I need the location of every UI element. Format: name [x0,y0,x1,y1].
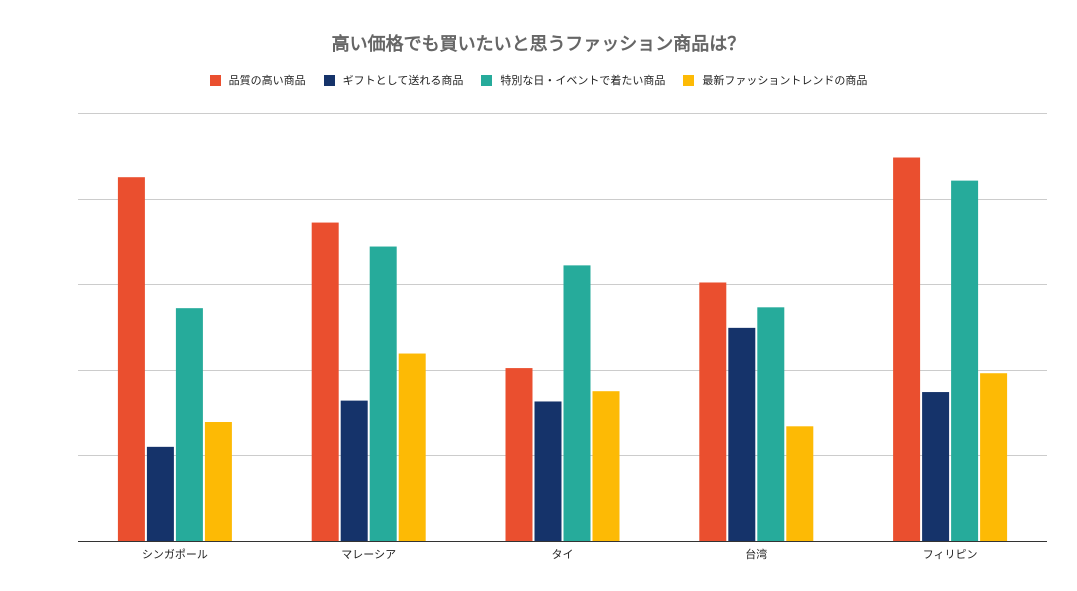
legend-swatch [481,74,493,86]
bar [369,246,397,541]
bar [146,446,174,541]
bar [757,307,785,541]
bar [204,422,232,541]
legend-item: 品質の高い商品 [209,72,306,88]
bar [340,400,368,541]
bar [311,222,339,541]
bar [592,391,620,541]
x-tick-label: シンガポール [142,548,208,561]
bar [922,392,950,541]
legend-swatch [323,74,335,86]
bar [505,368,533,541]
legend-label: 特別な日・イベントで着たい商品 [500,74,666,87]
bar [980,373,1008,541]
bar [398,353,426,541]
legend-label: ギフトとして送れる商品 [342,74,464,87]
bar [175,308,203,541]
legend-item: ギフトとして送れる商品 [323,72,464,88]
bar [117,177,145,541]
x-tick-label: マレーシア [341,548,396,561]
legend-item: 特別な日・イベントで着たい商品 [481,72,665,88]
bar [728,327,756,541]
legend-label: 最新ファッショントレンドの商品 [702,74,868,87]
chart-title: 高い価格でも買いたいと思うファッション商品は？ [331,34,746,55]
bar [951,180,979,541]
bar [699,282,727,541]
legend: 品質の高い商品 ギフトとして送れる商品 特別な日・イベントで着たい商品 最新ファ… [0,72,1077,88]
legend-swatch [683,74,695,86]
x-tick-label: タイ [552,548,574,561]
x-tick-label: フィリピン [923,548,978,561]
legend-item: 最新ファッショントレンドの商品 [683,72,867,88]
x-tick-label: 台湾 [745,547,767,561]
bar [786,426,814,541]
bar [534,401,562,541]
bar [563,265,591,541]
legend-swatch [209,74,221,86]
legend-label: 品質の高い商品 [228,74,306,87]
bar [893,157,921,541]
